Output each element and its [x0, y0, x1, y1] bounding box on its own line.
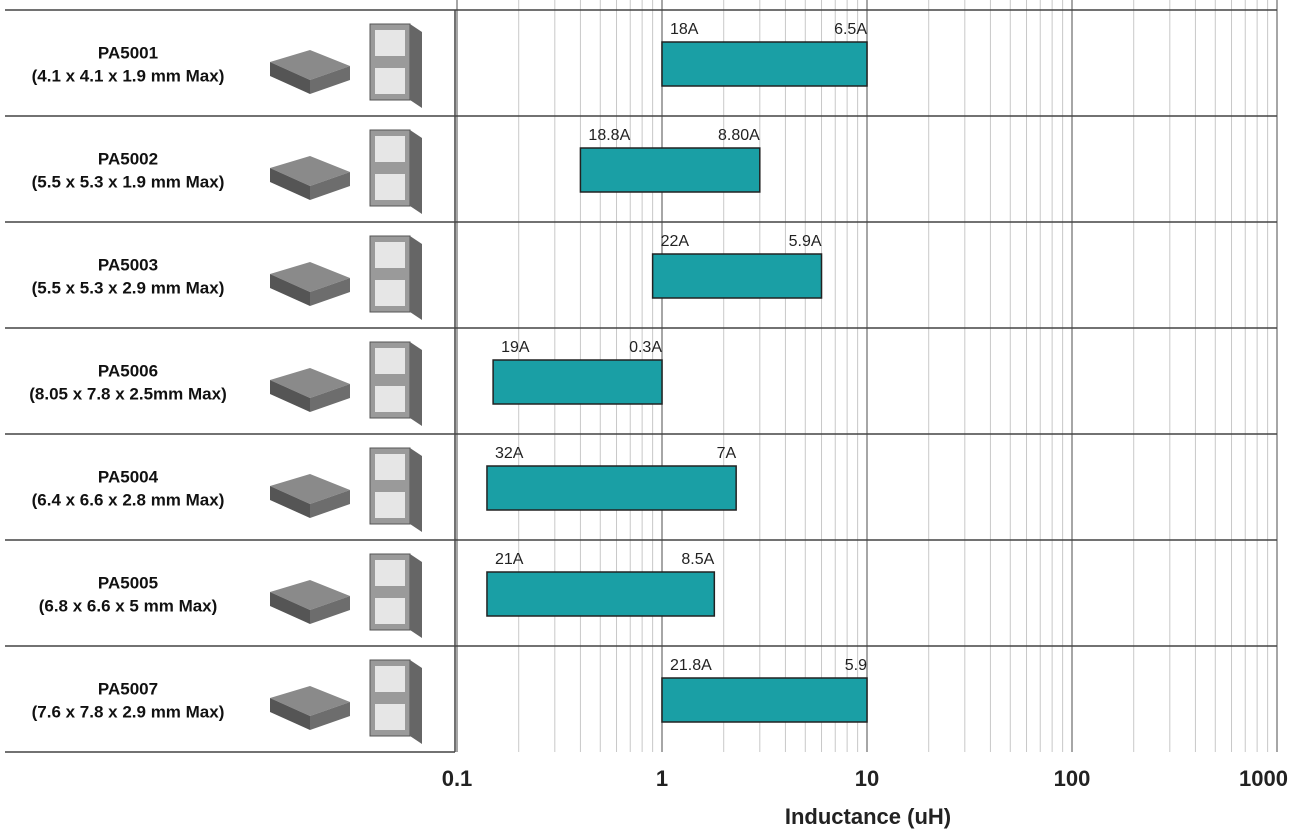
low-current-label: 22A	[661, 233, 690, 250]
range-bar	[579, 147, 761, 193]
cube-side	[410, 448, 422, 532]
cube-band	[375, 704, 405, 730]
high-current-label: 6.5A	[834, 21, 867, 38]
low-current-label: 19A	[501, 339, 530, 356]
cube-band	[375, 454, 405, 480]
chip-side	[270, 62, 310, 94]
cube-side	[410, 130, 422, 214]
range-bar	[661, 677, 868, 723]
plot: 0.1 1 10 100 1000 PA5001 (4.1 x 4.1 x 1.9 mm M…	[5, 0, 1288, 791]
cube-band	[375, 30, 405, 56]
product-name: PA5006	[98, 361, 158, 380]
cube-band	[375, 386, 405, 412]
cube-band	[375, 136, 405, 162]
chip-side	[270, 698, 310, 730]
chip-top	[270, 156, 350, 186]
cube-side	[410, 236, 422, 320]
product-size: (5.5 x 5.3 x 2.9 mm Max)	[32, 278, 225, 297]
low-current-label: 18A	[670, 21, 699, 38]
chip-side	[270, 380, 310, 412]
chip-side	[310, 702, 350, 730]
cube-band	[375, 348, 405, 374]
range-bar	[486, 465, 737, 511]
chip-top	[270, 368, 350, 398]
chip-side	[310, 596, 350, 624]
high-current-label: 5.9	[845, 657, 867, 674]
chip-top	[270, 580, 350, 610]
high-current-label: 8.80A	[718, 127, 760, 144]
product-name: PA5002	[98, 149, 158, 168]
cube-band	[375, 242, 405, 268]
cube-band	[375, 280, 405, 306]
range-bar	[661, 41, 868, 87]
cube-band	[375, 492, 405, 518]
range-bar	[492, 359, 663, 405]
cube-band	[375, 174, 405, 200]
product-size: (8.05 x 7.8 x 2.5mm Max)	[29, 384, 227, 403]
chip-top	[270, 50, 350, 80]
product-size: (4.1 x 4.1 x 1.9 mm Max)	[32, 66, 225, 85]
x-tick-label: 1000	[1239, 766, 1288, 791]
x-tick-label: 10	[855, 766, 879, 791]
x-tick-label: 100	[1054, 766, 1091, 791]
product-name: PA5001	[98, 43, 158, 62]
product-size: (6.8 x 6.6 x 5 mm Max)	[39, 596, 218, 615]
chip-side	[310, 172, 350, 200]
high-current-label: 0.3A	[629, 339, 662, 356]
product-size: (5.5 x 5.3 x 1.9 mm Max)	[32, 172, 225, 191]
product-name: PA5003	[98, 255, 158, 274]
chip-side	[270, 592, 310, 624]
chip-side	[310, 490, 350, 518]
chip-top	[270, 474, 350, 504]
low-current-label: 18.8A	[588, 127, 630, 144]
chip-side	[310, 384, 350, 412]
range-bar	[651, 253, 823, 299]
product-name: PA5007	[98, 679, 158, 698]
product-size: (6.4 x 6.6 x 2.8 mm Max)	[32, 490, 225, 509]
x-axis-title: Inductance (uH)	[785, 804, 951, 829]
chip-side	[270, 274, 310, 306]
high-current-label: 5.9A	[789, 233, 822, 250]
chip-side	[310, 66, 350, 94]
range-bar	[486, 571, 716, 617]
product-size: (7.6 x 7.8 x 2.9 mm Max)	[32, 702, 225, 721]
chip-side	[270, 486, 310, 518]
chip-top	[270, 686, 350, 716]
cube-band	[375, 666, 405, 692]
chip-side	[310, 278, 350, 306]
x-tick-label: 0.1	[442, 766, 473, 791]
low-current-label: 32A	[495, 445, 524, 462]
cube-band	[375, 598, 405, 624]
cube-band	[375, 560, 405, 586]
cube-side	[410, 660, 422, 744]
high-current-label: 8.5A	[681, 551, 714, 568]
product-name: PA5004	[98, 467, 159, 486]
cube-side	[410, 24, 422, 108]
high-current-label: 7A	[717, 445, 737, 462]
low-current-label: 21A	[495, 551, 524, 568]
low-current-label: 21.8A	[670, 657, 712, 674]
chip-side	[270, 168, 310, 200]
cube-side	[410, 342, 422, 426]
x-tick-label: 1	[656, 766, 668, 791]
product-name: PA5005	[98, 573, 158, 592]
cube-band	[375, 68, 405, 94]
chip-top	[270, 262, 350, 292]
cube-side	[410, 554, 422, 638]
